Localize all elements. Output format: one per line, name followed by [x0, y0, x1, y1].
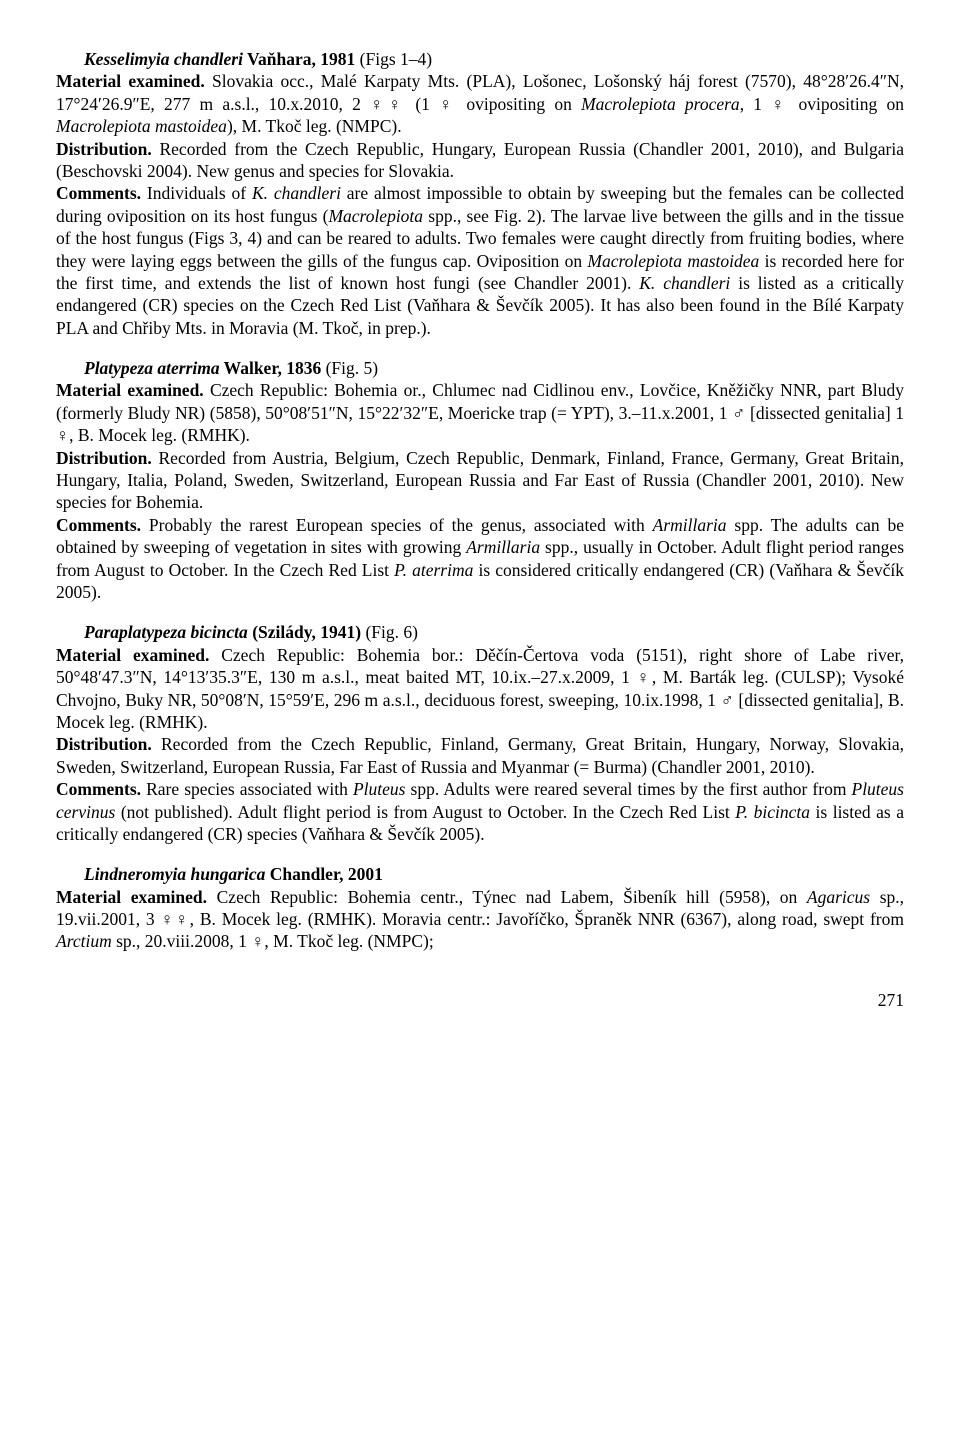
- species-authority: (Szilády, 1941): [248, 622, 366, 642]
- comments-i3: P. bicincta: [735, 802, 810, 822]
- comments-i4: K. chandleri: [639, 273, 730, 293]
- comments-i3: Macrolepiota mastoidea: [587, 251, 759, 271]
- comments-i1: Pluteus: [353, 779, 406, 799]
- material-label: Material examined.: [56, 71, 205, 91]
- material-text-3: ), M. Tkoč leg. (NMPC).: [227, 116, 402, 136]
- material-label: Material examined.: [56, 380, 204, 400]
- page-number: 271: [56, 989, 904, 1011]
- distribution: Distribution. Recorded from the Czech Re…: [56, 733, 904, 778]
- material-text-2: , 1 ♀ ovipositing on: [740, 94, 904, 114]
- comments-label: Comments.: [56, 183, 141, 203]
- species-name: Kesselimyia chandleri: [84, 49, 243, 69]
- distribution-label: Distribution.: [56, 139, 152, 159]
- material-italic-2: Macrolepiota mastoidea: [56, 116, 227, 136]
- entry-kesselimyia: Kesselimyia chandleri Vaňhara, 1981 (Fig…: [56, 48, 904, 339]
- comments-t1: Rare species associated with: [141, 779, 353, 799]
- distribution-label: Distribution.: [56, 734, 152, 754]
- comments-i2: Armillaria: [466, 537, 540, 557]
- distribution-text: Recorded from the Czech Republic, Finlan…: [56, 734, 904, 776]
- material-examined: Material examined. Slovakia occ., Malé K…: [56, 70, 904, 137]
- figs-ref: (Fig. 5): [326, 358, 379, 378]
- distribution-label: Distribution.: [56, 448, 152, 468]
- species-name: Paraplatypeza bicincta: [84, 622, 248, 642]
- material-text-1: Czech Republic: Bohemia centr., Týnec na…: [207, 887, 807, 907]
- comments-label: Comments.: [56, 515, 141, 535]
- material-italic-1: Macrolepiota procera: [581, 94, 740, 114]
- species-authority: Walker, 1836: [220, 358, 326, 378]
- distribution: Distribution. Recorded from Austria, Bel…: [56, 447, 904, 514]
- entry-paraplatypeza: Paraplatypeza bicincta (Szilády, 1941) (…: [56, 621, 904, 845]
- entry-platypeza: Platypeza aterrima Walker, 1836 (Fig. 5)…: [56, 357, 904, 603]
- species-heading: Platypeza aterrima Walker, 1836 (Fig. 5): [56, 357, 904, 379]
- comments: Comments. Rare species associated with P…: [56, 778, 904, 845]
- figs-ref: (Figs 1–4): [360, 49, 432, 69]
- material-italic-2: Arctium: [56, 931, 112, 951]
- comments-i2: Macrolepiota: [328, 206, 423, 226]
- comments-i1: K. chandleri: [252, 183, 341, 203]
- entry-lindneromyia: Lindneromyia hungarica Chandler, 2001 Ma…: [56, 863, 904, 953]
- species-authority: Vaňhara, 1981: [243, 49, 360, 69]
- material-label: Material examined.: [56, 645, 209, 665]
- material-examined: Material examined. Czech Republic: Bohem…: [56, 886, 904, 953]
- comments-t1: Probably the rarest European species of …: [141, 515, 653, 535]
- species-heading: Kesselimyia chandleri Vaňhara, 1981 (Fig…: [56, 48, 904, 70]
- comments-i1: Armillaria: [653, 515, 727, 535]
- comments-label: Comments.: [56, 779, 141, 799]
- distribution: Distribution. Recorded from the Czech Re…: [56, 138, 904, 183]
- species-heading: Lindneromyia hungarica Chandler, 2001: [56, 863, 904, 885]
- comments-i3: P. aterrima: [394, 560, 473, 580]
- material-examined: Material examined. Czech Republic: Bohem…: [56, 644, 904, 734]
- material-examined: Material examined. Czech Republic: Bohem…: [56, 379, 904, 446]
- material-text-3: sp., 20.viii.2008, 1 ♀, M. Tkoč leg. (NM…: [112, 931, 434, 951]
- species-heading: Paraplatypeza bicincta (Szilády, 1941) (…: [56, 621, 904, 643]
- comments-t2: spp. Adults were reared several times by…: [405, 779, 851, 799]
- figs-ref: (Fig. 6): [365, 622, 418, 642]
- species-name: Platypeza aterrima: [84, 358, 220, 378]
- species-authority: Chandler, 2001: [265, 864, 383, 884]
- comments-t1: Individuals of: [141, 183, 252, 203]
- comments: Comments. Individuals of K. chandleri ar…: [56, 182, 904, 339]
- distribution-text: Recorded from Austria, Belgium, Czech Re…: [56, 448, 904, 513]
- distribution-text: Recorded from the Czech Republic, Hungar…: [56, 139, 904, 181]
- material-italic-1: Agaricus: [807, 887, 870, 907]
- species-name: Lindneromyia hungarica: [84, 864, 265, 884]
- material-label: Material examined.: [56, 887, 207, 907]
- comments-t3: (not published). Adult flight period is …: [115, 802, 735, 822]
- comments: Comments. Probably the rarest European s…: [56, 514, 904, 604]
